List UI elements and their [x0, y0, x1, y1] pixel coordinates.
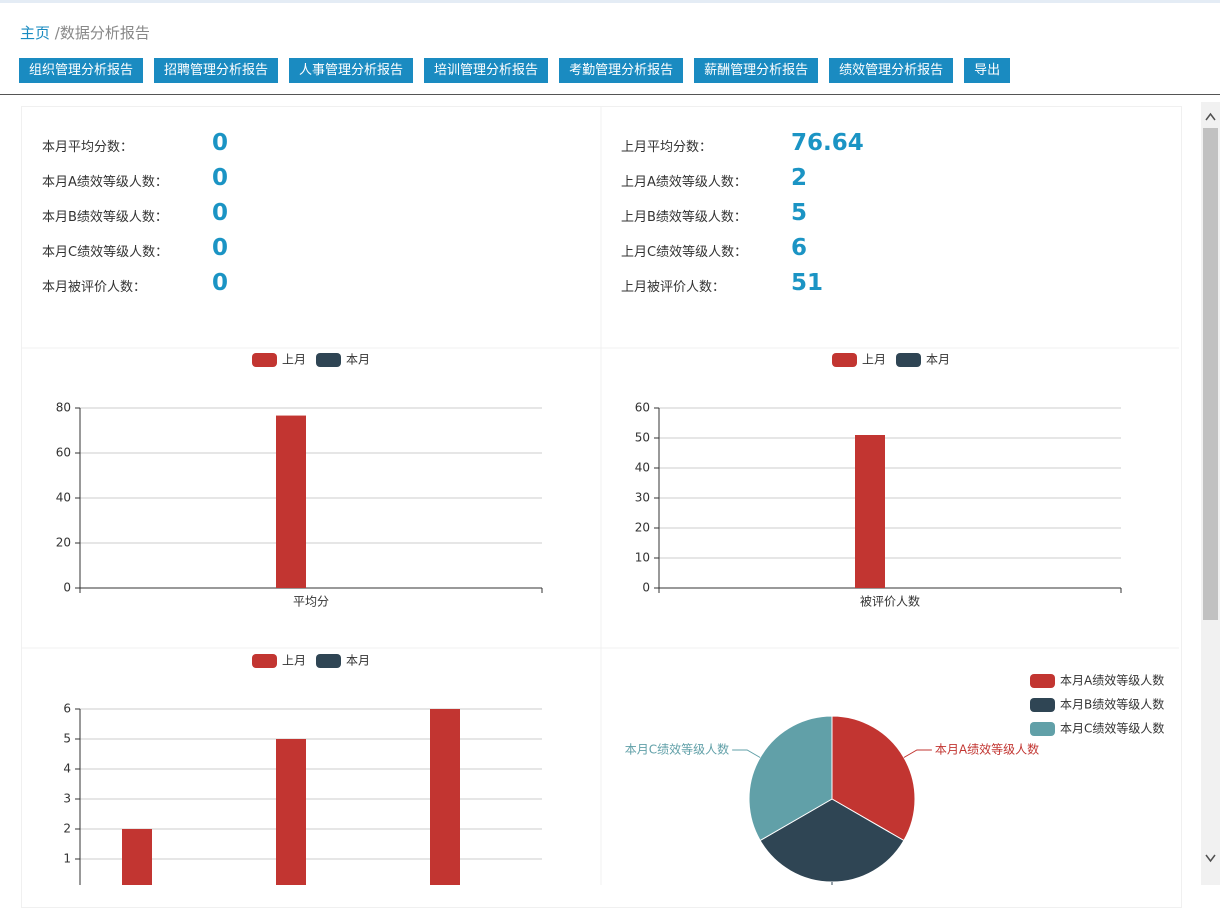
tab-bar: 组织管理分析报告 招聘管理分析报告 人事管理分析报告 培训管理分析报告 考勤管理分析报告… — [19, 58, 1021, 83]
stat-label: 本月被评价人数： — [42, 280, 147, 295]
stat-label: 上月A绩效等级人数： — [621, 175, 747, 190]
scroll-thumb[interactable] — [1203, 128, 1218, 620]
divider — [0, 94, 1220, 95]
y-tick-label: 4 — [63, 762, 71, 776]
breadcrumb-current: /数据分析报告 — [54, 24, 150, 42]
panel-dividers — [22, 106, 1179, 885]
y-tick-label: 2 — [63, 822, 71, 836]
tab-button[interactable]: 招聘管理分析报告 — [154, 58, 279, 83]
tab-button[interactable]: 绩效管理分析报告 — [829, 58, 954, 83]
legend-swatch — [1030, 722, 1055, 736]
tab-button[interactable]: 培训管理分析报告 — [424, 58, 549, 83]
legend-swatch — [1030, 698, 1055, 712]
tab-button[interactable]: 人事管理分析报告 — [289, 58, 414, 83]
stat-label: 本月C绩效等级人数： — [42, 245, 169, 260]
bar — [855, 435, 885, 588]
legend-label: 本月C绩效等级人数 — [1060, 721, 1164, 736]
legend-label: 上月 — [282, 353, 306, 367]
stat-value: 0 — [212, 200, 229, 226]
scroll-arrows — [1205, 112, 1216, 863]
y-tick-label: 6 — [63, 702, 71, 716]
y-tick-label: 0 — [642, 581, 650, 595]
legend-swatch — [1030, 674, 1055, 688]
y-tick-label: 20 — [635, 521, 650, 535]
x-tick-label: 平均分 — [293, 595, 329, 609]
top-bar — [0, 0, 1220, 3]
y-tick-label: 50 — [635, 431, 650, 445]
y-tick-label: 40 — [56, 491, 71, 505]
pie-label: 本月A绩效等级人数 — [935, 742, 1039, 757]
pie-label-line — [903, 749, 932, 758]
bar — [276, 415, 306, 588]
stat-label: 本月B绩效等级人数： — [42, 210, 168, 225]
stat-label: 本月A绩效等级人数： — [42, 175, 168, 190]
legend-label: 本月 — [346, 353, 370, 367]
stat-value: 0 — [212, 235, 229, 261]
stat-label: 上月C绩效等级人数： — [621, 245, 748, 260]
y-tick-label: 60 — [635, 401, 650, 415]
y-tick-label: 0 — [63, 581, 71, 595]
tab-button[interactable]: 考勤管理分析报告 — [559, 58, 684, 83]
pie-slice — [759, 798, 905, 883]
legend-swatch — [252, 654, 277, 668]
content-panel: 本月平均分数： 0 本月A绩效等级人数： 0 本月B绩效等级人数： 0 本月C绩效等级人数：… — [21, 106, 1182, 908]
breadcrumb: 主页 /数据分析报告 — [20, 22, 150, 43]
stat-label: 上月B绩效等级人数： — [621, 210, 747, 225]
tab-button[interactable]: 薪酬管理分析报告 — [694, 58, 819, 83]
y-tick-label: 40 — [635, 461, 650, 475]
legend-label: 上月 — [282, 654, 306, 668]
y-tick-label: 1 — [63, 852, 71, 866]
pie-slice — [831, 715, 916, 842]
pie-label-line — [732, 749, 761, 758]
stat-value: 51 — [791, 270, 824, 296]
stat-label: 上月平均分数： — [621, 140, 713, 155]
pie-slice — [748, 715, 833, 842]
bar — [430, 709, 460, 885]
y-tick-label: 20 — [56, 536, 71, 550]
y-tick-label: 3 — [63, 792, 71, 806]
y-tick-label: 80 — [56, 401, 71, 415]
x-tick-label: 被评价人数 — [860, 594, 920, 609]
stat-value: 2 — [791, 165, 808, 191]
y-tick-label: 60 — [56, 446, 71, 460]
legend-label: 本月 — [346, 654, 370, 668]
stat-value: 0 — [212, 165, 229, 191]
legend-swatch — [896, 353, 921, 367]
legend-swatch — [832, 353, 857, 367]
stat-value: 6 — [791, 235, 808, 261]
legend-label: 本月B绩效等级人数 — [1060, 697, 1164, 712]
stat-value: 76.64 — [791, 130, 864, 156]
bar — [122, 829, 152, 885]
y-tick-label: 10 — [635, 551, 650, 565]
legend-swatch — [252, 353, 277, 367]
stat-label: 上月被评价人数： — [621, 280, 726, 295]
scrollbar[interactable] — [1201, 102, 1220, 885]
y-tick-label: 30 — [635, 491, 650, 505]
legend-label: 本月 — [926, 353, 950, 367]
stat-value: 0 — [212, 270, 229, 296]
bar — [276, 739, 306, 885]
tab-button[interactable]: 导出 — [964, 58, 1011, 83]
legend-swatch — [316, 654, 341, 668]
stat-label: 本月平均分数： — [42, 140, 134, 155]
tab-button[interactable]: 组织管理分析报告 — [19, 58, 144, 83]
legend-label: 上月 — [862, 353, 886, 367]
legend-label: 本月A绩效等级人数 — [1060, 673, 1164, 688]
y-tick-label: 5 — [63, 732, 71, 746]
stat-value: 0 — [212, 130, 229, 156]
legend-swatch — [316, 353, 341, 367]
stat-value: 5 — [791, 200, 808, 226]
pie-label: 本月C绩效等级人数 — [625, 742, 729, 757]
breadcrumb-home[interactable]: 主页 — [20, 24, 51, 42]
